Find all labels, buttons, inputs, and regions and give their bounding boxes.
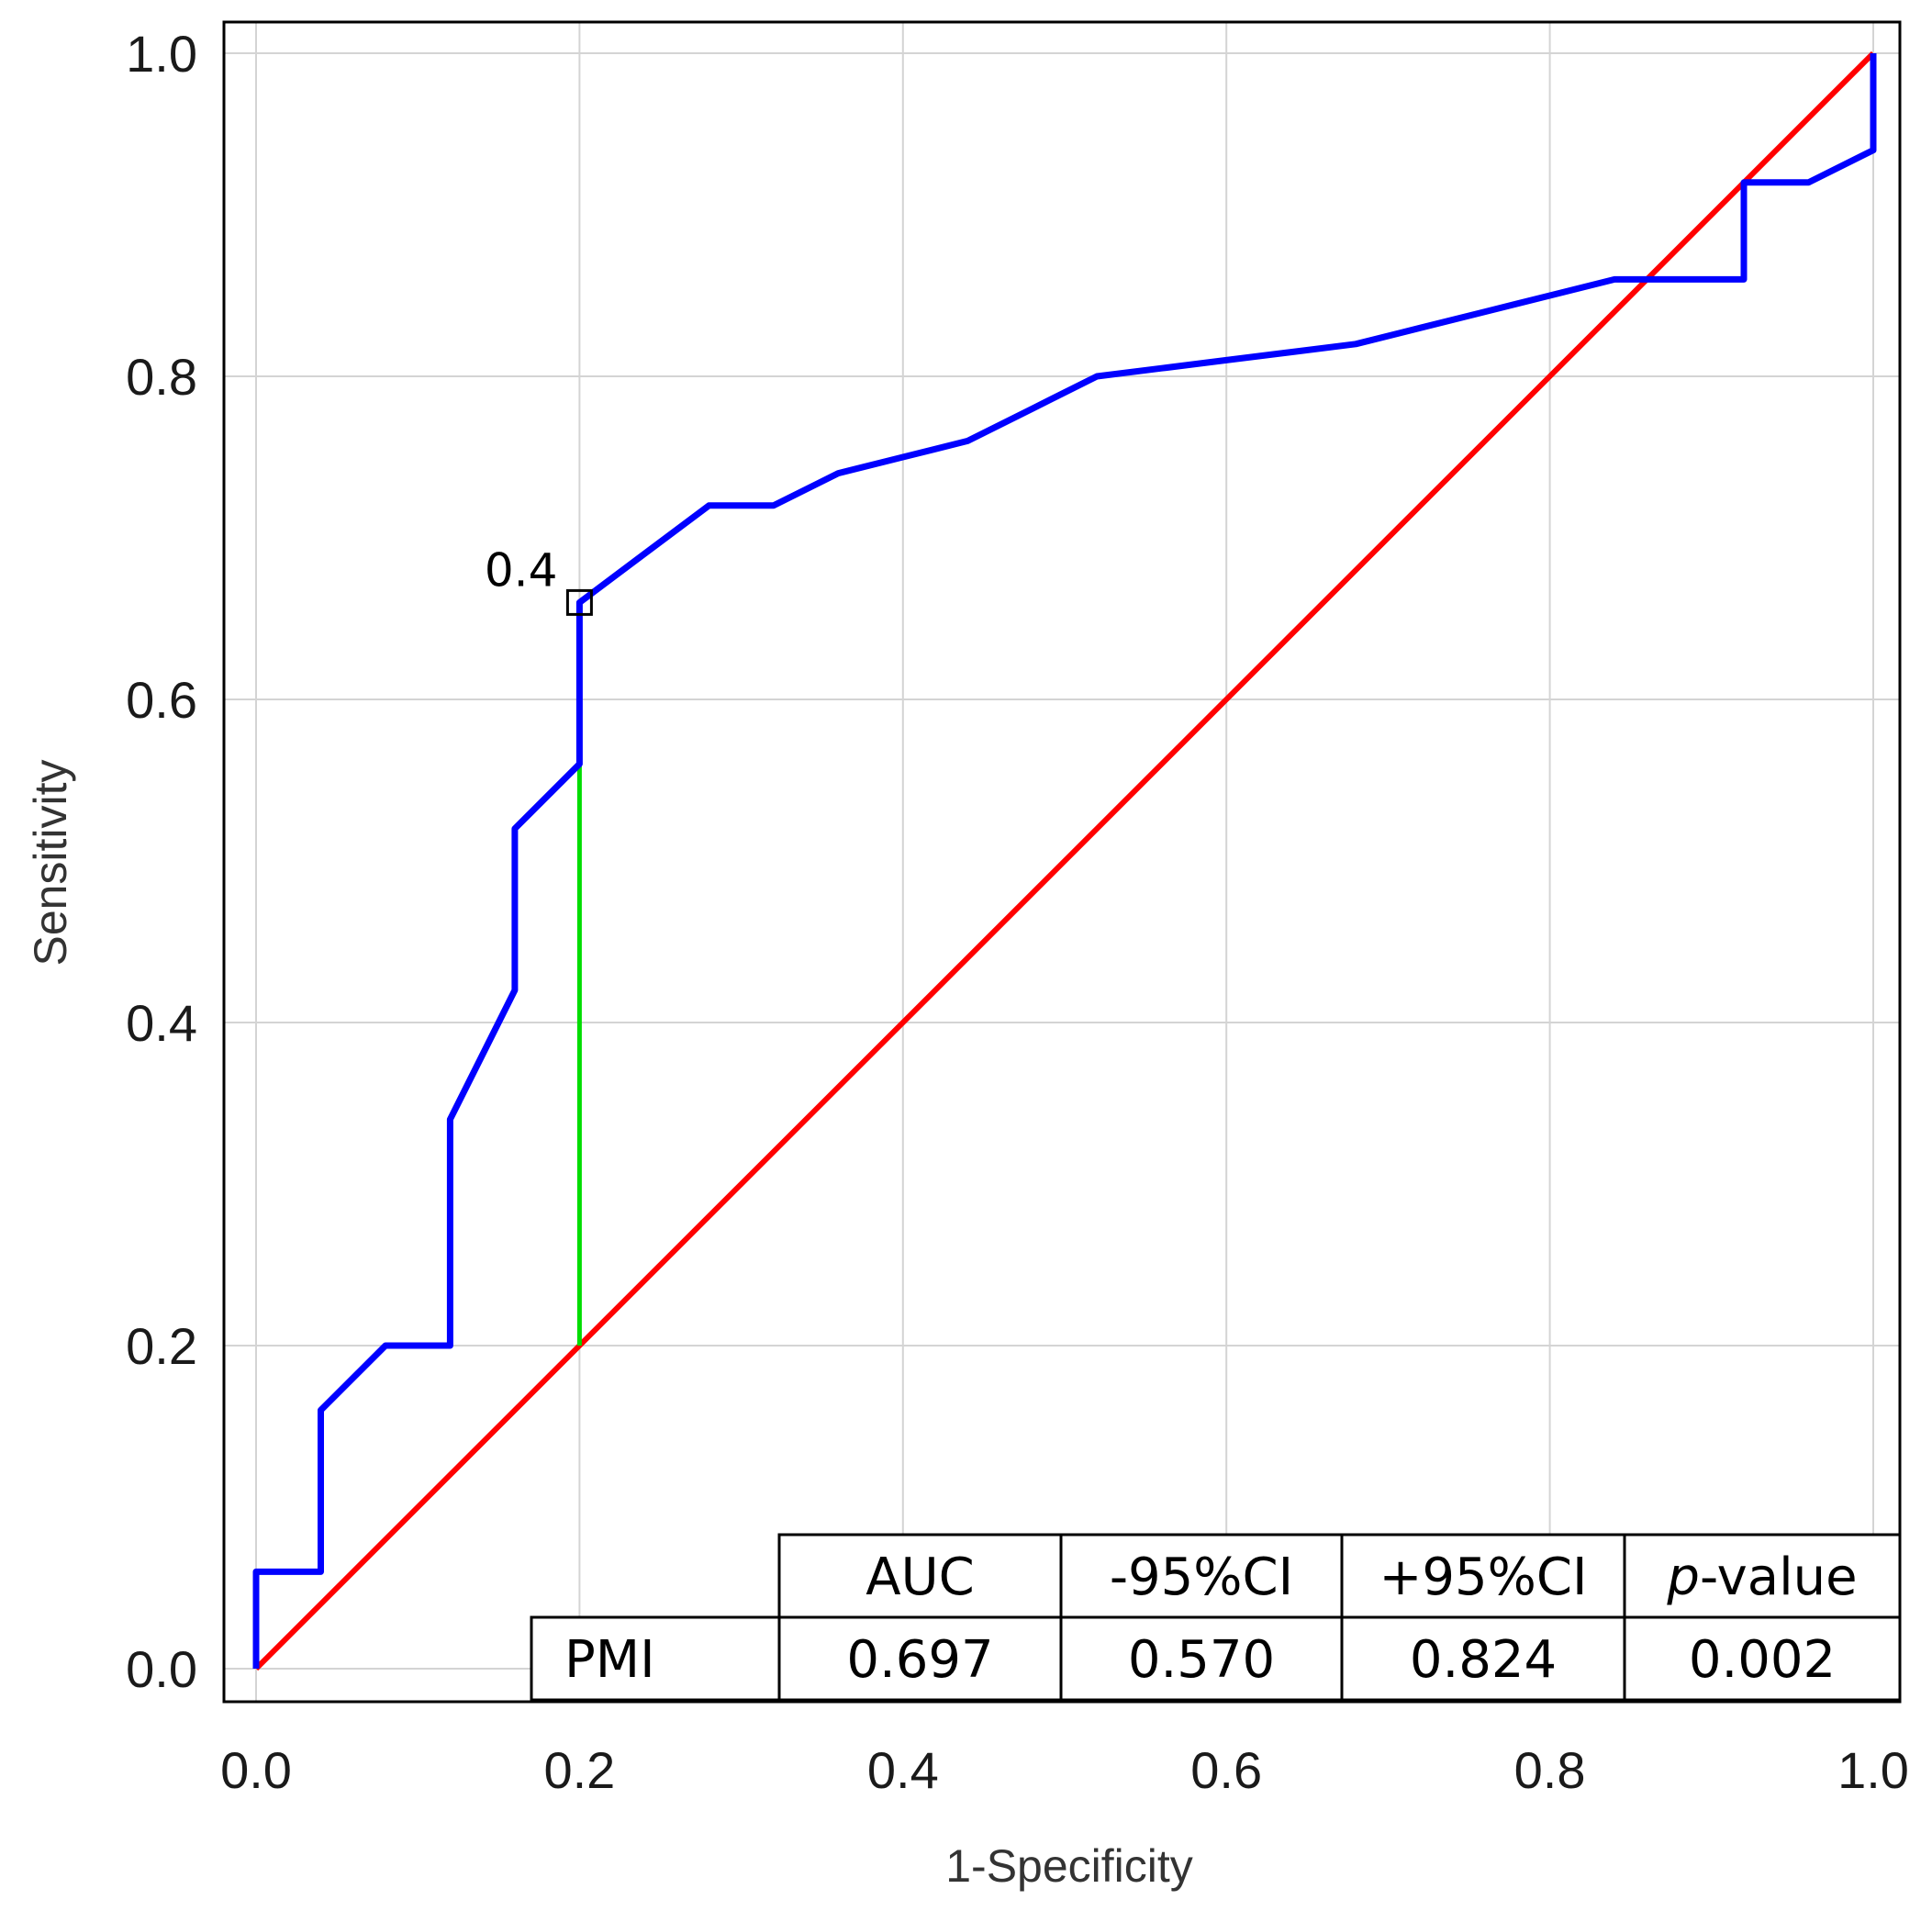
cutoff-label: 0.4 bbox=[485, 543, 558, 597]
roc-curve bbox=[252, 53, 1877, 1669]
x-tick-label: 0.8 bbox=[1514, 1741, 1586, 1799]
x-tick-label: 1.0 bbox=[1837, 1741, 1909, 1799]
y-axis-ticks: 0.0 0.2 0.4 0.6 0.8 1.0 bbox=[126, 25, 197, 1698]
x-tick-label: 0.2 bbox=[543, 1741, 615, 1799]
y-tick-label: 0.2 bbox=[126, 1317, 197, 1375]
table-row-label: PMI bbox=[564, 1630, 655, 1690]
x-axis-ticks: 0.0 0.2 0.4 0.6 0.8 1.0 bbox=[220, 1741, 1909, 1799]
x-tick-label: 0.0 bbox=[220, 1741, 292, 1799]
table-value-cell: 0.697 bbox=[846, 1630, 993, 1690]
auc-table: AUC -95%CI +95%CI p-value PMI 0.697 0.570 0.824… bbox=[530, 1533, 1902, 1702]
table-header-cell: -95%CI bbox=[1110, 1548, 1293, 1607]
table-data-row bbox=[530, 1615, 1902, 1702]
roc-curve-line bbox=[252, 53, 1877, 1669]
reference-line bbox=[253, 50, 1876, 1671]
cutoff-marker: 0.4 bbox=[485, 543, 593, 616]
table-header-row bbox=[777, 1533, 1902, 1619]
y-tick-label: 0.0 bbox=[126, 1640, 197, 1698]
table-value-cell: 0.824 bbox=[1410, 1630, 1557, 1690]
x-tick-label: 0.6 bbox=[1190, 1741, 1262, 1799]
cutoff-point bbox=[565, 588, 593, 616]
x-axis-title: 1-Specificity bbox=[945, 1840, 1193, 1892]
y-tick-label: 0.4 bbox=[126, 994, 197, 1052]
reference-diagonal-line bbox=[253, 50, 1876, 1671]
table-header-cell: +95%CI bbox=[1379, 1548, 1587, 1607]
table-header-cell: p-value bbox=[1666, 1548, 1857, 1607]
table-header-cell: AUC bbox=[865, 1548, 974, 1607]
y-tick-label: 0.8 bbox=[126, 348, 197, 406]
y-axis-title: Sensitivity bbox=[25, 759, 76, 966]
x-tick-label: 0.4 bbox=[867, 1741, 939, 1799]
table-value-cell: 0.002 bbox=[1689, 1630, 1836, 1690]
table-value-cell: 0.570 bbox=[1128, 1630, 1275, 1690]
plot-frame bbox=[222, 20, 1902, 1704]
y-tick-label: 1.0 bbox=[126, 25, 197, 83]
y-tick-label: 0.6 bbox=[126, 671, 197, 729]
